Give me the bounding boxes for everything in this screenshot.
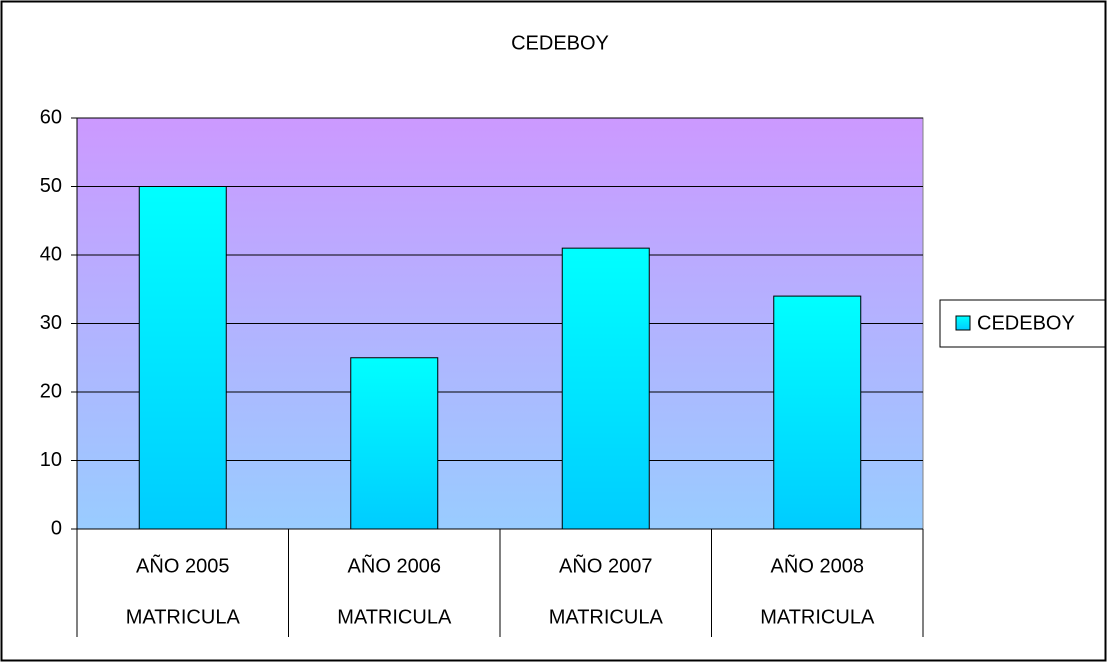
x-tick-label: AÑO 2007 [559, 553, 652, 577]
y-tick-label: 60 [40, 106, 62, 128]
x-subcategory-label: MATRICULA [337, 606, 452, 628]
y-tick-label: 20 [40, 380, 62, 402]
bar [350, 357, 439, 530]
x-tick-label: AÑO 2005 [136, 553, 229, 577]
chart-title: CEDEBOY [511, 32, 609, 54]
x-subcategory-label: MATRICULA [549, 606, 664, 628]
x-subcategory-label: MATRICULA [760, 606, 875, 628]
bar [561, 247, 650, 530]
legend-marker [955, 315, 971, 331]
y-tick-label: 10 [40, 449, 62, 471]
y-tick-label: 30 [40, 312, 62, 334]
legend-label: CEDEBOY [977, 312, 1075, 334]
x-tick-label: AÑO 2008 [771, 553, 864, 577]
bar [773, 295, 862, 530]
y-tick-label: 50 [40, 175, 62, 197]
bar [138, 186, 227, 530]
x-tick-label: AÑO 2006 [348, 553, 441, 577]
y-tick-label: 0 [51, 517, 62, 539]
x-subcategory-label: MATRICULA [126, 606, 241, 628]
y-tick-label: 40 [40, 243, 62, 265]
